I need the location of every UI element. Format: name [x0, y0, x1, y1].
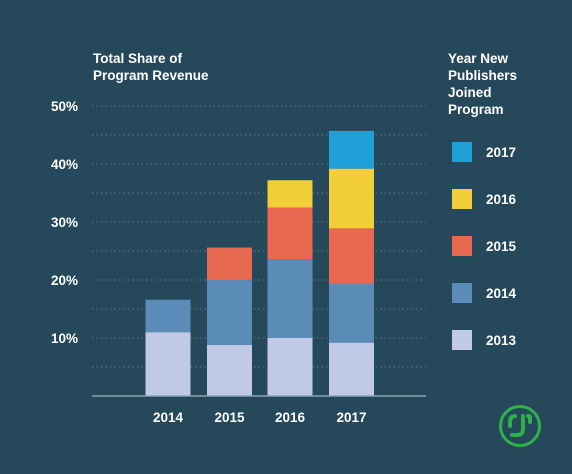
y-axis-title-line: Total Share of: [93, 51, 183, 66]
legend-swatch-2016: [452, 189, 472, 209]
y-tick-label: 40%: [51, 157, 78, 172]
bar-segment-2016-2015: [267, 207, 313, 260]
legend-label-2014: 2014: [486, 286, 517, 301]
bar-segment-2014-2013: [145, 332, 191, 396]
bar-segment-2017-2015: [329, 228, 374, 284]
legend-title: Year New Publishers Joined Program: [448, 50, 558, 118]
legend-swatch-2017: [452, 142, 472, 162]
bar-segment-2017-2017: [329, 130, 374, 169]
bar-segment-2015-2013: [207, 344, 252, 396]
legend-label-2017: 2017: [486, 145, 516, 160]
legend-swatch-2014: [452, 283, 472, 303]
bar-segment-2017-2014: [329, 283, 374, 343]
y-tick-label: 20%: [51, 273, 78, 288]
legend-swatch-2015: [452, 236, 472, 256]
y-axis-title: Total Share of Program Revenue: [93, 50, 263, 84]
cj-logo-icon: [498, 404, 542, 448]
y-tick-label: 10%: [51, 331, 78, 346]
y-axis-title-line: Program Revenue: [93, 68, 209, 83]
bar-segment-2015-2015: [207, 247, 252, 280]
bar-segment-2014-2014: [145, 299, 191, 333]
x-tick-label: 2014: [153, 410, 184, 425]
bar-segment-2016-2013: [267, 338, 313, 396]
legend-label-2015: 2015: [486, 239, 517, 254]
legend-swatch-2013: [452, 330, 472, 350]
x-tick-label: 2016: [275, 410, 306, 425]
y-tick-label: 30%: [51, 215, 78, 230]
legend-title-line: Year New: [448, 51, 509, 66]
legend-title-line: Joined: [448, 85, 492, 100]
bar-segment-2017-2013: [329, 342, 374, 396]
legend-title-line: Program: [448, 102, 504, 117]
y-tick-label: 50%: [51, 99, 78, 114]
legend-title-line: Publishers: [448, 68, 518, 83]
legend-label-2013: 2013: [486, 333, 517, 348]
bar-segment-2016-2016: [267, 180, 313, 208]
bar-segment-2017-2016: [329, 168, 374, 229]
bar-segment-2016-2014: [267, 259, 313, 338]
x-tick-label: 2017: [336, 410, 366, 425]
x-tick-label: 2015: [214, 410, 245, 425]
legend-label-2016: 2016: [486, 192, 517, 207]
bar-segment-2015-2014: [207, 280, 252, 345]
